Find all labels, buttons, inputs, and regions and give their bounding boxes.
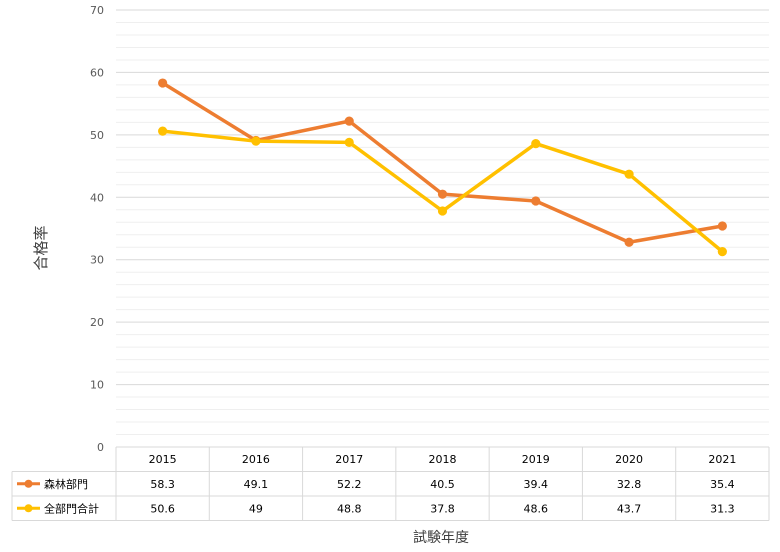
data-point [437, 206, 448, 216]
y-tick-label: 60 [90, 66, 104, 79]
legend-series-name: 全部門合計 [44, 501, 99, 515]
legend-key-marker [24, 504, 33, 513]
table-value: 49 [249, 502, 263, 515]
data-point [437, 189, 448, 199]
y-tick-label: 0 [97, 441, 104, 454]
x-category-label: 2021 [708, 453, 736, 466]
legend-key-marker [24, 479, 33, 488]
y-tick-label: 70 [90, 4, 104, 17]
table-value: 40.5 [430, 478, 455, 491]
series-1 [158, 78, 727, 247]
table-value: 35.4 [710, 478, 735, 491]
table-value: 50.6 [150, 502, 175, 515]
legend-series-name: 森林部門 [44, 477, 88, 491]
table-value: 37.8 [430, 502, 455, 515]
table-value: 48.6 [524, 502, 549, 515]
y-tick-label: 40 [90, 191, 104, 204]
x-axis-label: 試験年度 [413, 530, 469, 546]
y-tick-label: 50 [90, 129, 104, 142]
data-point [344, 116, 354, 126]
data-point [251, 136, 261, 146]
y-axis-label: 合格率 [32, 225, 50, 270]
data-table: 2015 2016 2017 2018 2019 2020 2021 森林部門 58.3 49.1… [11, 446, 770, 521]
table-value: 48.8 [337, 502, 362, 515]
series-lines [158, 78, 727, 257]
table-value: 58.3 [150, 478, 175, 491]
y-tick-label: 10 [90, 379, 104, 392]
y-tick-label: 20 [90, 316, 104, 329]
y-axis-ticks: 0 10 20 30 40 50 60 70 [90, 4, 104, 454]
data-point [531, 138, 541, 149]
data-point [158, 126, 168, 136]
table-value: 32.8 [617, 478, 642, 491]
table-value: 39.4 [524, 478, 549, 491]
table-value: 52.2 [337, 478, 362, 491]
series-line [160, 81, 725, 244]
data-point [624, 237, 634, 247]
table-value: 49.1 [244, 478, 269, 491]
series-2 [158, 126, 727, 257]
grid-lines [116, 9, 769, 448]
y-tick-label: 30 [90, 254, 104, 267]
table-value: 31.3 [710, 502, 735, 515]
x-category-label: 2015 [149, 453, 177, 466]
x-category-label: 2018 [429, 453, 457, 466]
data-point [624, 169, 634, 179]
data-point [531, 196, 541, 206]
x-category-label: 2017 [335, 453, 363, 466]
data-point [344, 137, 354, 147]
data-point [158, 78, 168, 88]
data-point [717, 246, 727, 257]
x-category-label: 2019 [522, 453, 550, 466]
table-value: 43.7 [617, 502, 642, 515]
x-category-label: 2020 [615, 453, 643, 466]
x-category-label: 2016 [242, 453, 270, 466]
data-point [717, 221, 727, 231]
